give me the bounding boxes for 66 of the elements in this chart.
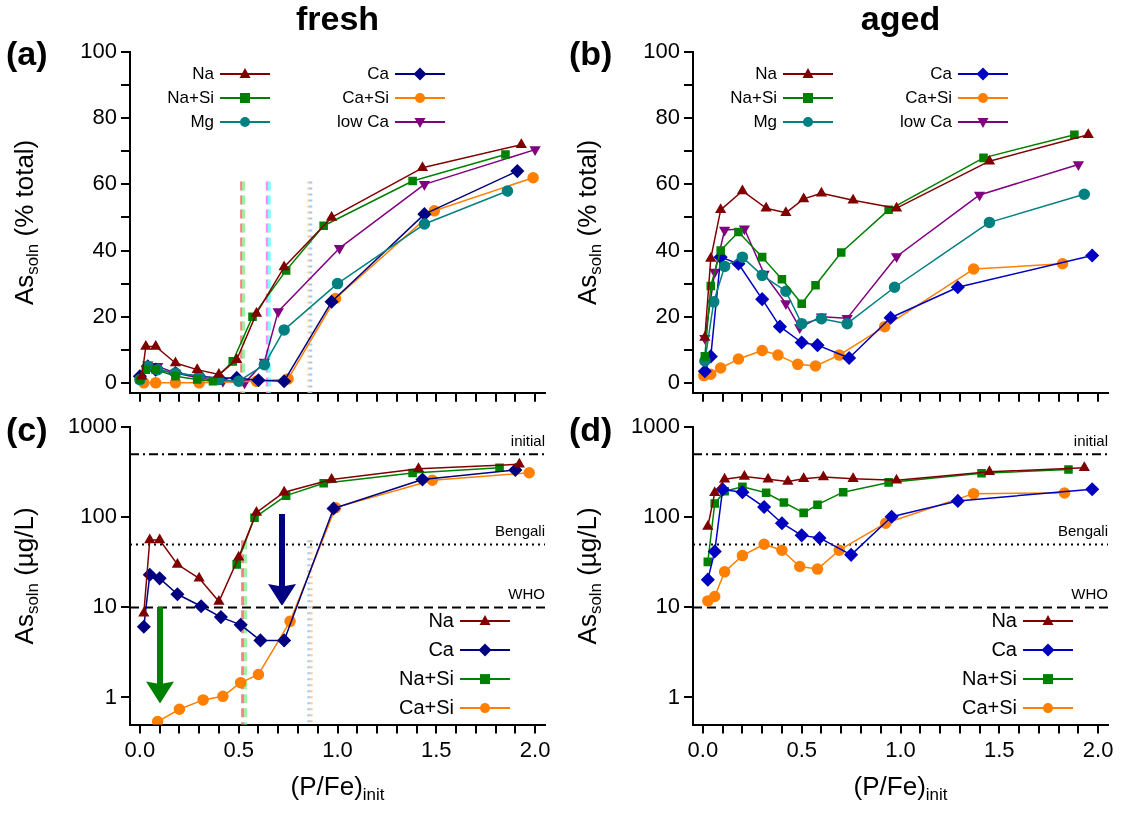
legend-label: Ca (930, 63, 953, 83)
text: (c) (6, 409, 48, 448)
ref-line-label: initial (510, 431, 545, 449)
legend-label: Ca (428, 637, 455, 660)
y-tick-label: 0 (667, 368, 680, 394)
y-axis-title: Assoln (% total) (572, 139, 606, 306)
x-tick-label: 1.0 (885, 736, 916, 762)
chart-title: aged (860, 0, 941, 38)
y-axis-title: Assoln (µg/L) (9, 507, 43, 645)
x-tick-label: 1.5 (984, 736, 1015, 762)
y-tick-label: 1 (667, 683, 680, 709)
text: (b) (569, 34, 613, 73)
legend-label: Na (192, 63, 215, 83)
x-tick-label: 2.0 (1082, 736, 1114, 762)
x-tick-label: 0.5 (786, 736, 817, 762)
ref-line-label: Bengali (494, 522, 545, 540)
y-axis-title: Assoln (µg/L) (572, 507, 606, 645)
y-tick-label: 60 (655, 170, 680, 196)
y-tick-label: 80 (655, 104, 680, 130)
ref-line-label: initial (1073, 431, 1108, 449)
legend-label: Na+Si (398, 666, 454, 689)
legend-label: Na+Si (730, 87, 777, 107)
x-tick-label: 1.5 (421, 736, 452, 762)
y-tick-label: 20 (655, 302, 680, 328)
ref-line-label: WHO (508, 585, 545, 603)
y-tick-label: 100 (643, 503, 680, 529)
chart-title: fresh (295, 0, 380, 38)
y-tick-label: 1 (104, 683, 117, 709)
legend-label: Ca+Si (342, 87, 389, 107)
x-tick-label: 0.0 (124, 736, 156, 762)
legend-label: low Ca (337, 111, 390, 131)
y-tick-label: 10 (655, 593, 680, 619)
legend-label: Ca+Si (905, 87, 952, 107)
text: (a) (6, 34, 48, 73)
text: (d) (569, 409, 613, 448)
y-axis-title: Assoln (% total) (9, 139, 43, 306)
y-tick-label: 1000 (68, 413, 117, 439)
legend-label: Ca (367, 63, 390, 83)
y-tick-label: 0 (104, 368, 117, 394)
legend-label: Ca+Si (961, 695, 1017, 718)
y-tick-label: 80 (92, 104, 117, 130)
y-tick-label: 40 (655, 236, 680, 262)
y-tick-label: 100 (80, 503, 117, 529)
legend-label: Na+Si (961, 666, 1017, 689)
x-tick-label: 0.0 (687, 736, 719, 762)
y-tick-label: 60 (92, 170, 117, 196)
ref-line-label: WHO (1071, 585, 1108, 603)
legend-label: Ca (991, 637, 1018, 660)
legend-label: Na (991, 608, 1018, 631)
legend-label: Ca+Si (398, 695, 454, 718)
y-tick-label: 1000 (631, 413, 680, 439)
legend-label: low Ca (900, 111, 953, 131)
legend-label: Mg (753, 111, 777, 131)
y-tick-label: 20 (92, 302, 117, 328)
x-tick-label: 0.5 (223, 736, 254, 762)
x-tick-label: 2.0 (519, 736, 551, 762)
legend-label: Na+Si (167, 87, 214, 107)
y-tick-label: 100 (643, 38, 680, 64)
x-tick-label: 1.0 (322, 736, 353, 762)
y-tick-label: 10 (92, 593, 117, 619)
ref-line-label: Bengali (1057, 522, 1108, 540)
legend-label: Na (428, 608, 455, 631)
y-tick-label: 100 (80, 38, 117, 64)
y-tick-label: 40 (92, 236, 117, 262)
legend-label: Na (755, 63, 778, 83)
legend-label: Mg (190, 111, 214, 131)
